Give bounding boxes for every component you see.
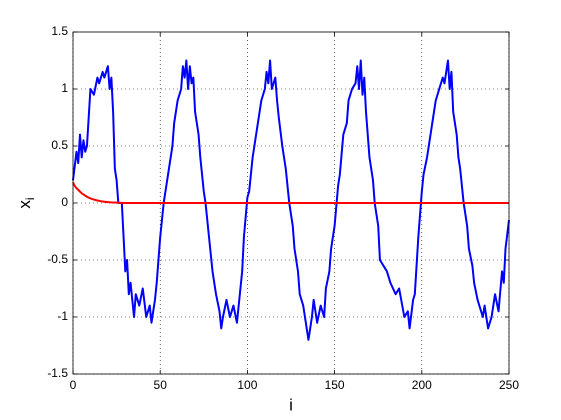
x-tick-label: 50 [154, 378, 168, 392]
y-tick-label: -1.5 [47, 366, 68, 380]
y-tick-label: 0 [61, 195, 68, 209]
x-tick-label: 200 [412, 378, 432, 392]
y-tick-label: 1 [61, 81, 68, 95]
y-tick-label: 0.5 [51, 138, 68, 152]
y-tick-label: -0.5 [47, 252, 68, 266]
data-line [72, 182, 509, 204]
x-axis-label: i [289, 395, 293, 414]
x-tick-label: 100 [237, 378, 257, 392]
y-tick-label: -1 [57, 309, 68, 323]
y-tick-label: 1.5 [51, 24, 68, 38]
data-line [72, 59, 510, 341]
x-tick-label: 150 [325, 378, 345, 392]
y-axis-label: xi [15, 197, 37, 208]
x-tick-label: 0 [70, 378, 77, 392]
y-axis-label-subscript: i [23, 197, 37, 200]
y-axis-label-text: x [15, 200, 34, 209]
x-tick-label: 250 [499, 378, 519, 392]
axes-box [72, 31, 510, 375]
